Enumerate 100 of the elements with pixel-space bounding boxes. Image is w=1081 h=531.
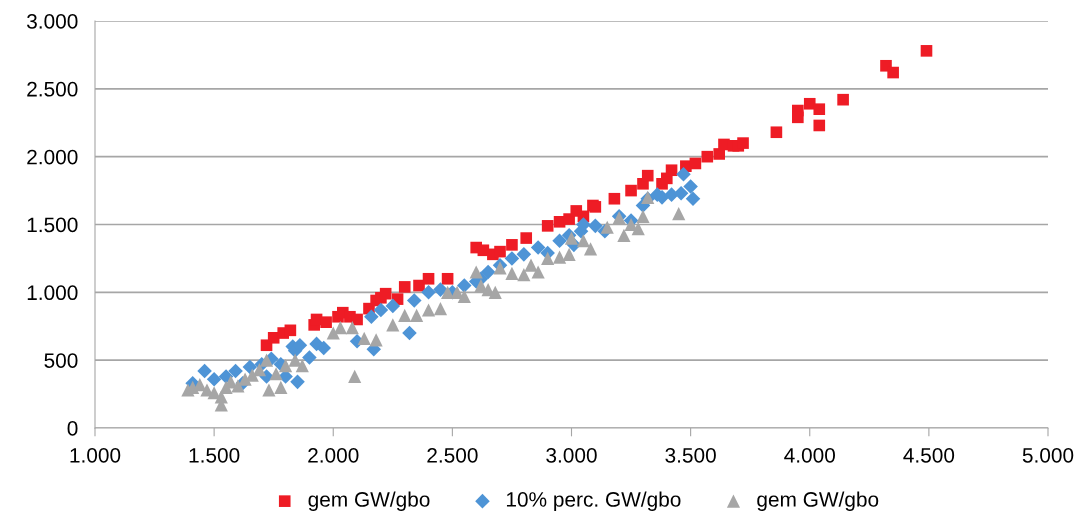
legend-label: gem GW/gbo <box>308 491 430 511</box>
point <box>422 272 435 285</box>
point <box>421 303 436 317</box>
y-tick-label: 0 <box>67 421 78 436</box>
point <box>357 331 371 346</box>
point <box>552 233 567 249</box>
point <box>488 285 502 299</box>
point <box>494 245 506 258</box>
point <box>683 179 698 194</box>
point <box>672 207 686 221</box>
point <box>636 209 650 223</box>
x-tick-label: 2.500 <box>427 447 478 463</box>
point <box>813 119 826 132</box>
point <box>504 251 520 266</box>
point <box>625 184 637 197</box>
point <box>386 318 400 332</box>
point <box>364 309 379 325</box>
point <box>887 66 899 79</box>
point <box>245 368 259 382</box>
point <box>813 103 826 115</box>
x-tick-label: 4.000 <box>784 447 835 463</box>
point <box>792 111 804 124</box>
point <box>398 281 411 293</box>
point <box>600 220 614 234</box>
y-tick-label: 2.500 <box>27 81 78 97</box>
x-tick-label: 5.000 <box>1022 447 1074 463</box>
point <box>228 363 243 379</box>
point <box>505 266 519 280</box>
point <box>617 228 631 242</box>
point <box>316 340 331 356</box>
point <box>631 221 645 236</box>
point <box>920 45 933 57</box>
point <box>274 380 288 394</box>
point <box>351 313 363 326</box>
point <box>320 316 332 328</box>
point <box>520 232 533 244</box>
x-tick-label: 4.500 <box>903 447 955 463</box>
point <box>673 186 689 201</box>
point <box>588 218 603 234</box>
point <box>433 282 448 297</box>
point <box>676 167 691 182</box>
point <box>288 353 302 367</box>
point <box>345 321 359 335</box>
point <box>541 251 555 265</box>
point <box>421 285 436 300</box>
point <box>295 359 309 373</box>
point <box>441 272 454 285</box>
x-tick-label: 1.500 <box>189 447 240 463</box>
point <box>284 324 297 337</box>
point <box>279 359 293 373</box>
y-tick-label: 2.000 <box>27 149 78 165</box>
point <box>541 220 554 232</box>
point <box>493 261 507 275</box>
point <box>553 250 567 264</box>
x-tick-label: 2.000 <box>308 447 359 463</box>
x-tick-label: 3.500 <box>665 447 716 463</box>
point <box>197 363 212 379</box>
x-tick-label: 1.000 <box>70 447 121 463</box>
point <box>701 150 714 163</box>
point <box>576 234 590 248</box>
point <box>406 293 422 308</box>
point <box>326 326 340 340</box>
point <box>369 333 383 347</box>
point <box>206 371 222 387</box>
point <box>333 321 347 335</box>
point <box>252 363 266 377</box>
point <box>685 191 701 207</box>
point <box>385 298 401 314</box>
point <box>262 383 276 397</box>
point <box>259 353 274 367</box>
point <box>737 137 749 149</box>
point <box>517 268 531 282</box>
x-tick-label: 3.000 <box>546 447 597 463</box>
point <box>410 308 424 322</box>
point <box>242 359 258 375</box>
point <box>665 164 678 177</box>
y-tick-label: 500 <box>44 353 78 368</box>
point <box>516 247 532 262</box>
point <box>480 264 496 280</box>
point <box>379 287 392 300</box>
point <box>402 325 417 341</box>
point <box>770 126 783 139</box>
point <box>290 374 305 390</box>
point <box>348 369 362 384</box>
point <box>302 350 317 365</box>
point <box>269 367 283 381</box>
point <box>641 169 654 182</box>
y-tick-label: 3.000 <box>27 14 78 29</box>
point <box>608 192 621 205</box>
legend-label: 10% perc. GW/gbo <box>506 491 681 511</box>
point <box>689 157 702 170</box>
point <box>506 239 518 251</box>
point <box>837 93 849 106</box>
point <box>524 258 538 272</box>
point <box>207 386 221 400</box>
point <box>231 379 245 393</box>
point <box>457 289 471 303</box>
point <box>193 378 207 392</box>
legend-label: gem GW/gbo <box>757 491 879 511</box>
point <box>457 278 472 293</box>
